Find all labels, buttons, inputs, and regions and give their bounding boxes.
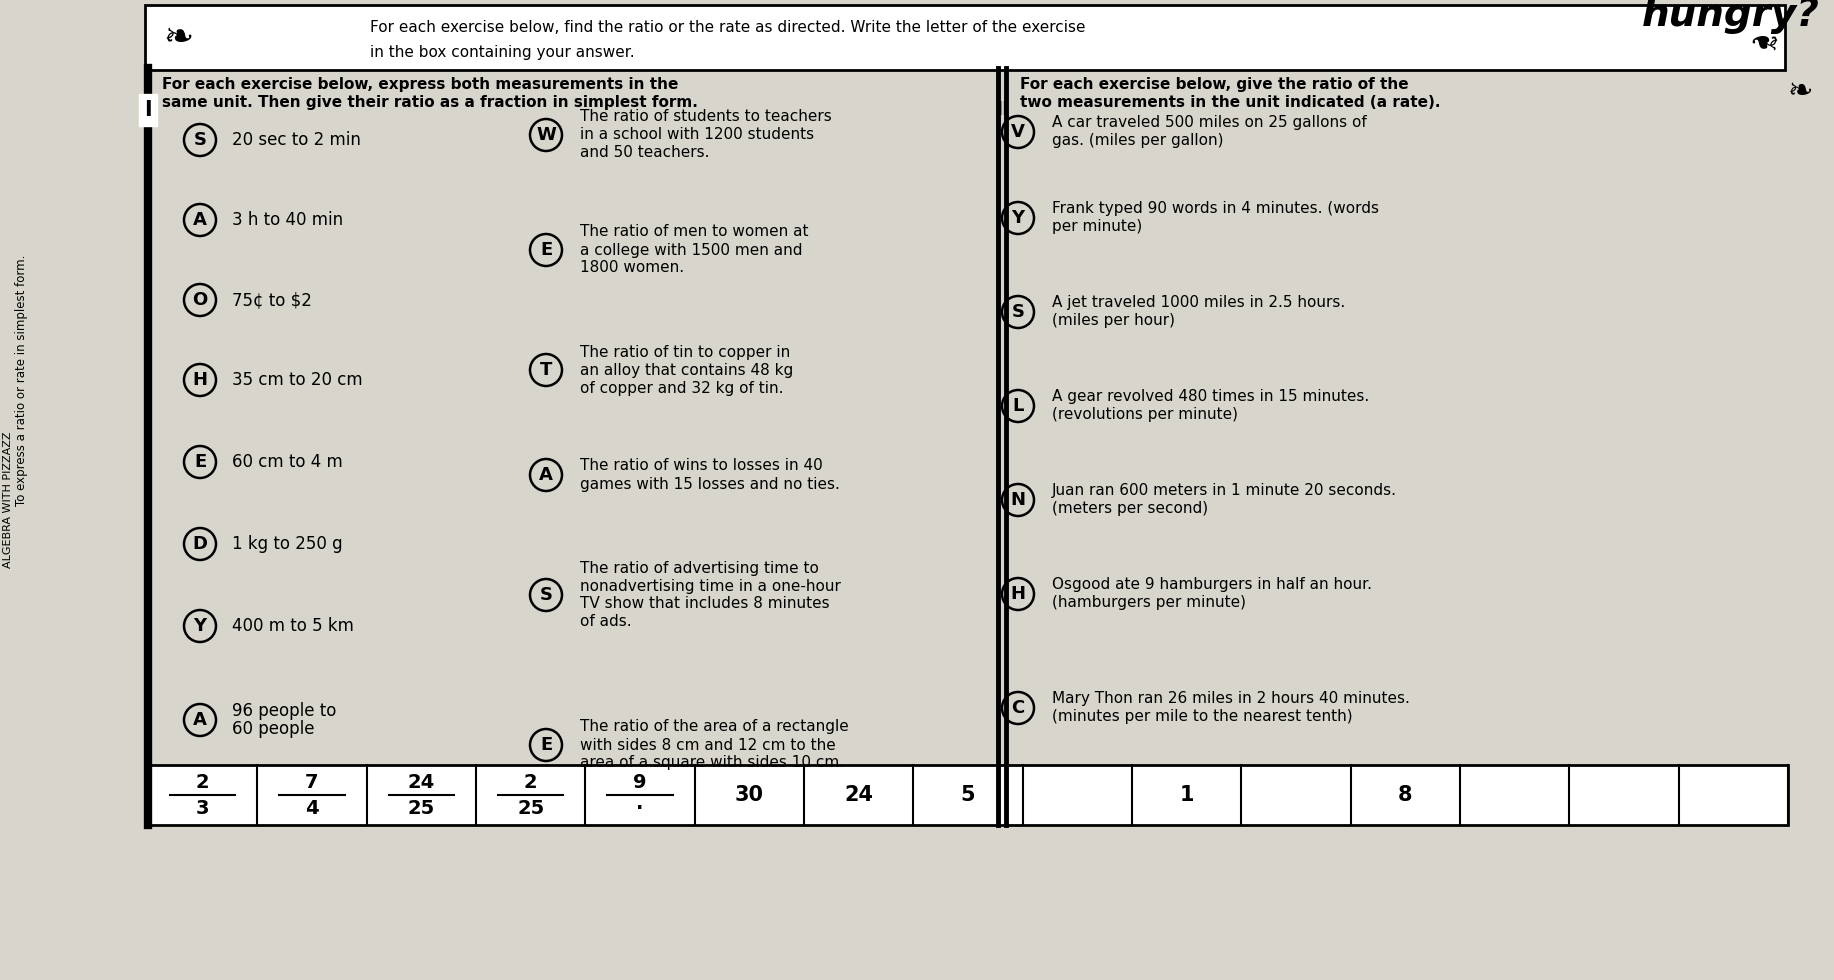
Text: area of a square with sides 10 cm.: area of a square with sides 10 cm. — [580, 756, 844, 770]
Text: 25: 25 — [407, 799, 435, 817]
Text: 25: 25 — [517, 799, 545, 817]
Text: 400 m to 5 km: 400 m to 5 km — [231, 617, 354, 635]
Text: V: V — [1011, 123, 1025, 141]
Text: 1800 women.: 1800 women. — [580, 261, 684, 275]
Text: A: A — [539, 466, 552, 484]
Text: ❧: ❧ — [1788, 77, 1812, 107]
Text: A: A — [193, 711, 207, 729]
Text: per minute): per minute) — [1053, 220, 1143, 234]
Text: For each exercise below, give the ratio of the: For each exercise below, give the ratio … — [1020, 77, 1409, 92]
Text: The ratio of tin to copper in: The ratio of tin to copper in — [580, 345, 790, 360]
Text: E: E — [194, 453, 205, 471]
Text: A car traveled 500 miles on 25 gallons of: A car traveled 500 miles on 25 gallons o… — [1053, 116, 1366, 130]
Text: 1: 1 — [1179, 785, 1194, 805]
Text: in a school with 1200 students: in a school with 1200 students — [580, 127, 814, 142]
Text: For each exercise below, find the ratio or the rate as directed. Write the lette: For each exercise below, find the ratio … — [370, 21, 1086, 35]
Text: S: S — [194, 131, 207, 149]
Text: of ads.: of ads. — [580, 614, 631, 629]
Text: 60 people: 60 people — [231, 720, 314, 738]
Text: gas. (miles per gallon): gas. (miles per gallon) — [1053, 133, 1223, 149]
Text: 3: 3 — [196, 799, 209, 817]
Text: 96 people to: 96 people to — [231, 702, 336, 720]
Text: Y: Y — [1011, 209, 1025, 227]
Text: Y: Y — [193, 617, 207, 635]
Text: The ratio of students to teachers: The ratio of students to teachers — [580, 110, 833, 124]
Text: 75¢ to $2: 75¢ to $2 — [231, 291, 312, 309]
Text: D: D — [193, 535, 207, 553]
Text: and 50 teachers.: and 50 teachers. — [580, 145, 710, 161]
Text: a college with 1500 men and: a college with 1500 men and — [580, 242, 803, 258]
Text: A: A — [193, 211, 207, 229]
Text: E: E — [539, 241, 552, 259]
Text: 8: 8 — [1398, 785, 1412, 805]
Text: W: W — [536, 126, 556, 144]
Text: Juan ran 600 meters in 1 minute 20 seconds.: Juan ran 600 meters in 1 minute 20 secon… — [1053, 483, 1398, 499]
Text: nonadvertising time in a one-hour: nonadvertising time in a one-hour — [580, 578, 840, 594]
Text: A jet traveled 1000 miles in 2.5 hours.: A jet traveled 1000 miles in 2.5 hours. — [1053, 296, 1346, 311]
Text: in the box containing your answer.: in the box containing your answer. — [370, 45, 635, 61]
Text: TV show that includes 8 minutes: TV show that includes 8 minutes — [580, 597, 829, 612]
Text: same unit. Then give their ratio as a fraction in simplest form.: same unit. Then give their ratio as a fr… — [161, 95, 699, 111]
FancyBboxPatch shape — [145, 5, 1784, 70]
Text: two measurements in the unit indicated (a rate).: two measurements in the unit indicated (… — [1020, 95, 1440, 111]
Text: The ratio of advertising time to: The ratio of advertising time to — [580, 561, 818, 575]
Text: (meters per second): (meters per second) — [1053, 502, 1209, 516]
Text: ALGEBRA WITH PIZZAZZ: ALGEBRA WITH PIZZAZZ — [4, 432, 13, 568]
Text: 1 kg to 250 g: 1 kg to 250 g — [231, 535, 343, 553]
Text: ❧: ❧ — [1744, 21, 1775, 55]
Text: 30: 30 — [735, 785, 763, 805]
Text: The ratio of wins to losses in 40: The ratio of wins to losses in 40 — [580, 459, 823, 473]
Text: S: S — [1012, 303, 1025, 321]
Text: A gear revolved 480 times in 15 minutes.: A gear revolved 480 times in 15 minutes. — [1053, 389, 1370, 405]
Text: 20 sec to 2 min: 20 sec to 2 min — [231, 131, 361, 149]
Text: (miles per hour): (miles per hour) — [1053, 314, 1176, 328]
Text: Frank typed 90 words in 4 minutes. (words: Frank typed 90 words in 4 minutes. (word… — [1053, 202, 1379, 217]
Text: (minutes per mile to the nearest tenth): (minutes per mile to the nearest tenth) — [1053, 710, 1353, 724]
Text: 35 cm to 20 cm: 35 cm to 20 cm — [231, 371, 363, 389]
FancyBboxPatch shape — [149, 765, 1788, 825]
Text: ·: · — [636, 799, 644, 817]
Text: C: C — [1011, 699, 1025, 717]
Text: H: H — [193, 371, 207, 389]
Text: For each exercise below, express both measurements in the: For each exercise below, express both me… — [161, 77, 679, 92]
Text: (revolutions per minute): (revolutions per minute) — [1053, 408, 1238, 422]
Text: hungry?: hungry? — [1641, 0, 1819, 34]
Text: 2: 2 — [196, 772, 209, 792]
Text: 60 cm to 4 m: 60 cm to 4 m — [231, 453, 343, 471]
Text: S: S — [539, 586, 552, 604]
Text: The ratio of men to women at: The ratio of men to women at — [580, 224, 809, 239]
Text: To express a ratio or rate in simplest form.: To express a ratio or rate in simplest f… — [15, 255, 29, 506]
Text: with sides 8 cm and 12 cm to the: with sides 8 cm and 12 cm to the — [580, 738, 836, 753]
Text: 3 h to 40 min: 3 h to 40 min — [231, 211, 343, 229]
Text: 5: 5 — [961, 785, 976, 805]
Text: II: II — [994, 101, 1009, 120]
Text: The ratio of the area of a rectangle: The ratio of the area of a rectangle — [580, 719, 849, 734]
Text: ❧: ❧ — [163, 21, 193, 55]
Text: 2: 2 — [525, 772, 537, 792]
Text: 24: 24 — [407, 772, 435, 792]
Text: E: E — [539, 736, 552, 754]
Text: of copper and 32 kg of tin.: of copper and 32 kg of tin. — [580, 380, 783, 396]
Text: games with 15 losses and no ties.: games with 15 losses and no ties. — [580, 476, 840, 492]
Text: (hamburgers per minute): (hamburgers per minute) — [1053, 596, 1245, 611]
Text: 7: 7 — [304, 772, 319, 792]
Text: I: I — [145, 100, 152, 120]
Text: N: N — [1011, 491, 1025, 509]
Text: 9: 9 — [633, 772, 647, 792]
Text: L: L — [1012, 397, 1023, 415]
Text: O: O — [193, 291, 207, 309]
Text: 4: 4 — [304, 799, 319, 817]
Text: an alloy that contains 48 kg: an alloy that contains 48 kg — [580, 363, 794, 377]
Text: T: T — [539, 361, 552, 379]
Text: H: H — [1011, 585, 1025, 603]
Text: Osgood ate 9 hamburgers in half an hour.: Osgood ate 9 hamburgers in half an hour. — [1053, 577, 1372, 593]
Text: 24: 24 — [844, 785, 873, 805]
Text: Mary Thon ran 26 miles in 2 hours 40 minutes.: Mary Thon ran 26 miles in 2 hours 40 min… — [1053, 692, 1410, 707]
